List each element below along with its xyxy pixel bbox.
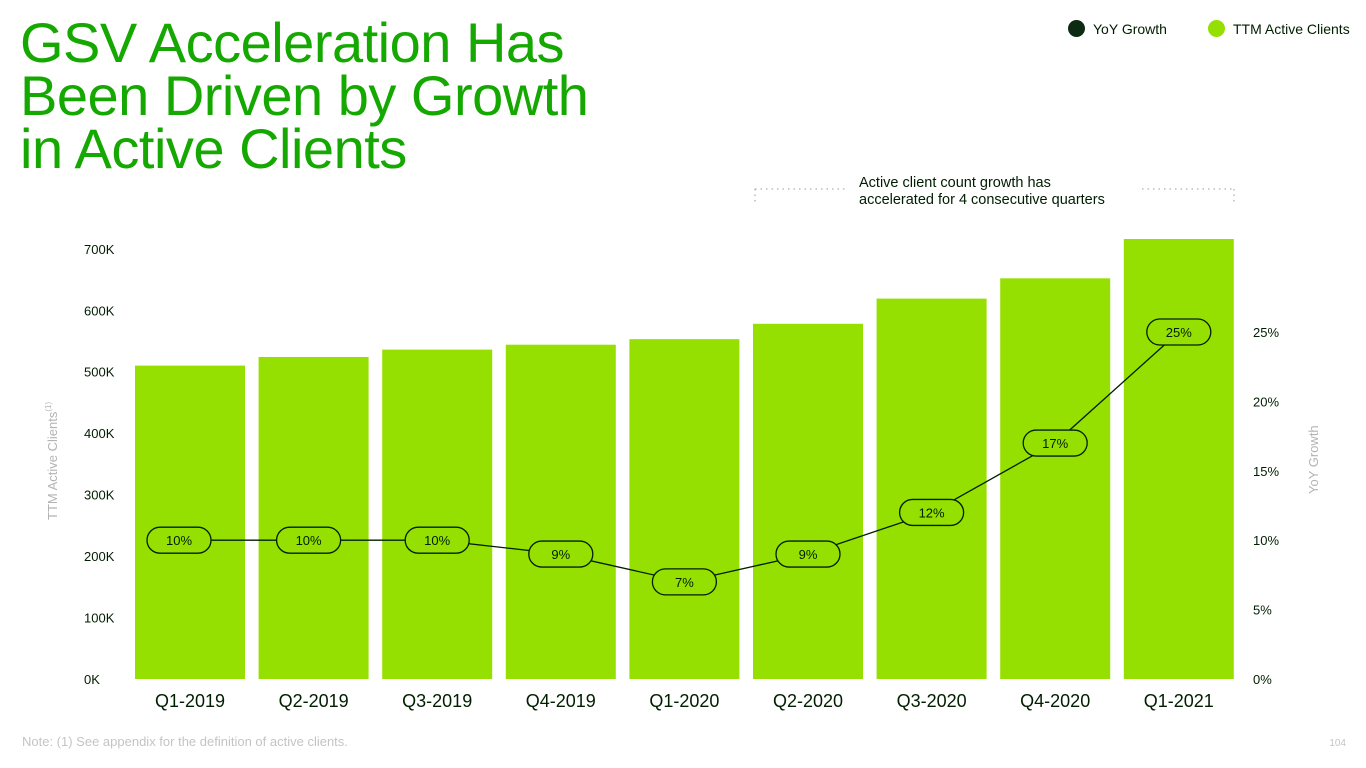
x-tick-label: Q4-2020 [1020,691,1090,711]
x-tick-label: Q3-2020 [897,691,967,711]
bar-q4-2019 [505,344,616,679]
growth-data-label: 9% [551,547,570,562]
growth-point-pill [275,526,342,554]
y-tick-label: 600K [84,303,115,318]
y2-tick-label: 5% [1253,603,1272,618]
x-tick-label: Q2-2020 [773,691,843,711]
legend-item-ttm-active-clients: TTM Active Clients [1208,20,1350,37]
legend-swatch-yoy-growth [1068,20,1085,37]
x-tick-label: Q1-2019 [155,691,225,711]
y2-tick-label: 0% [1253,672,1272,687]
title-line-2: Been Driven by Growth [20,64,589,127]
growth-data-label: 12% [919,505,945,520]
growth-point-pill [775,540,841,568]
page-number: 104 [1329,738,1346,749]
y2-tick-label: 20% [1253,394,1279,409]
bar-q1-2019 [135,365,245,679]
y-tick-label: 0K [84,672,100,687]
annotation-bracket [754,188,1235,203]
x-tick-label: Q3-2019 [402,691,472,711]
bar-q4-2020 [1000,278,1111,679]
growth-point-pill [1022,429,1088,457]
legend-item-yoy-growth: YoY Growth [1068,20,1167,37]
growth-data-label: 10% [296,533,322,548]
growth-data-label: 9% [799,547,818,562]
bar-q3-2019 [382,349,493,679]
growth-data-label: 7% [675,575,694,590]
growth-point-pill [898,498,965,527]
legend-swatch-ttm-active-clients [1208,20,1225,37]
growth-point-pill [404,526,470,554]
y-tick-label: 200K [84,549,115,564]
y-tick-label: 300K [84,488,115,503]
bar-q1-2021 [1123,239,1234,679]
x-tick-label: Q1-2020 [649,691,719,711]
growth-point-pill [651,568,718,596]
y2-axis-title: YoY Growth [1306,425,1321,494]
annotation-line-1: Active client count growth has [859,175,1051,191]
legend-label-yoy-growth: YoY Growth [1093,20,1167,37]
bar-q2-2020 [753,323,863,679]
y2-tick-label: 15% [1253,464,1279,479]
y-tick-label: 700K [84,242,115,257]
y2-tick-label: 10% [1253,533,1279,548]
bar-q1-2020 [629,339,740,679]
title-line-3: in Active Clients [20,117,407,180]
growth-point-pill [528,540,594,568]
y-tick-label: 100K [84,611,115,626]
x-tick-label: Q4-2019 [526,691,596,711]
growth-data-label: 10% [424,533,450,548]
x-tick-label: Q1-2021 [1144,691,1214,711]
y-axis-title: TTM Active Clients(1) [44,402,60,520]
growth-point-pill [1146,318,1212,346]
y-tick-label: 400K [84,426,115,441]
footnote: Note: (1) See appendix for the definitio… [22,734,348,749]
bar-q3-2020 [876,298,987,679]
x-tick-label: Q2-2019 [279,691,349,711]
y-tick-label: 500K [84,365,115,380]
title-line-1: GSV Acceleration Has [20,11,565,74]
bar-q2-2019 [258,356,369,679]
page-title: GSV Acceleration Has Been Driven by Grow… [20,11,589,180]
y2-tick-label: 25% [1253,325,1279,340]
growth-data-label: 10% [166,533,192,548]
growth-point-pill [146,526,212,554]
growth-data-label: 25% [1166,325,1192,340]
growth-data-label: 17% [1042,436,1068,451]
chart-annotation: Active client count growth has accelerat… [859,175,1105,209]
legend-label-ttm-active-clients: TTM Active Clients [1233,20,1350,37]
annotation-line-2: accelerated for 4 consecutive quarters [859,192,1105,208]
